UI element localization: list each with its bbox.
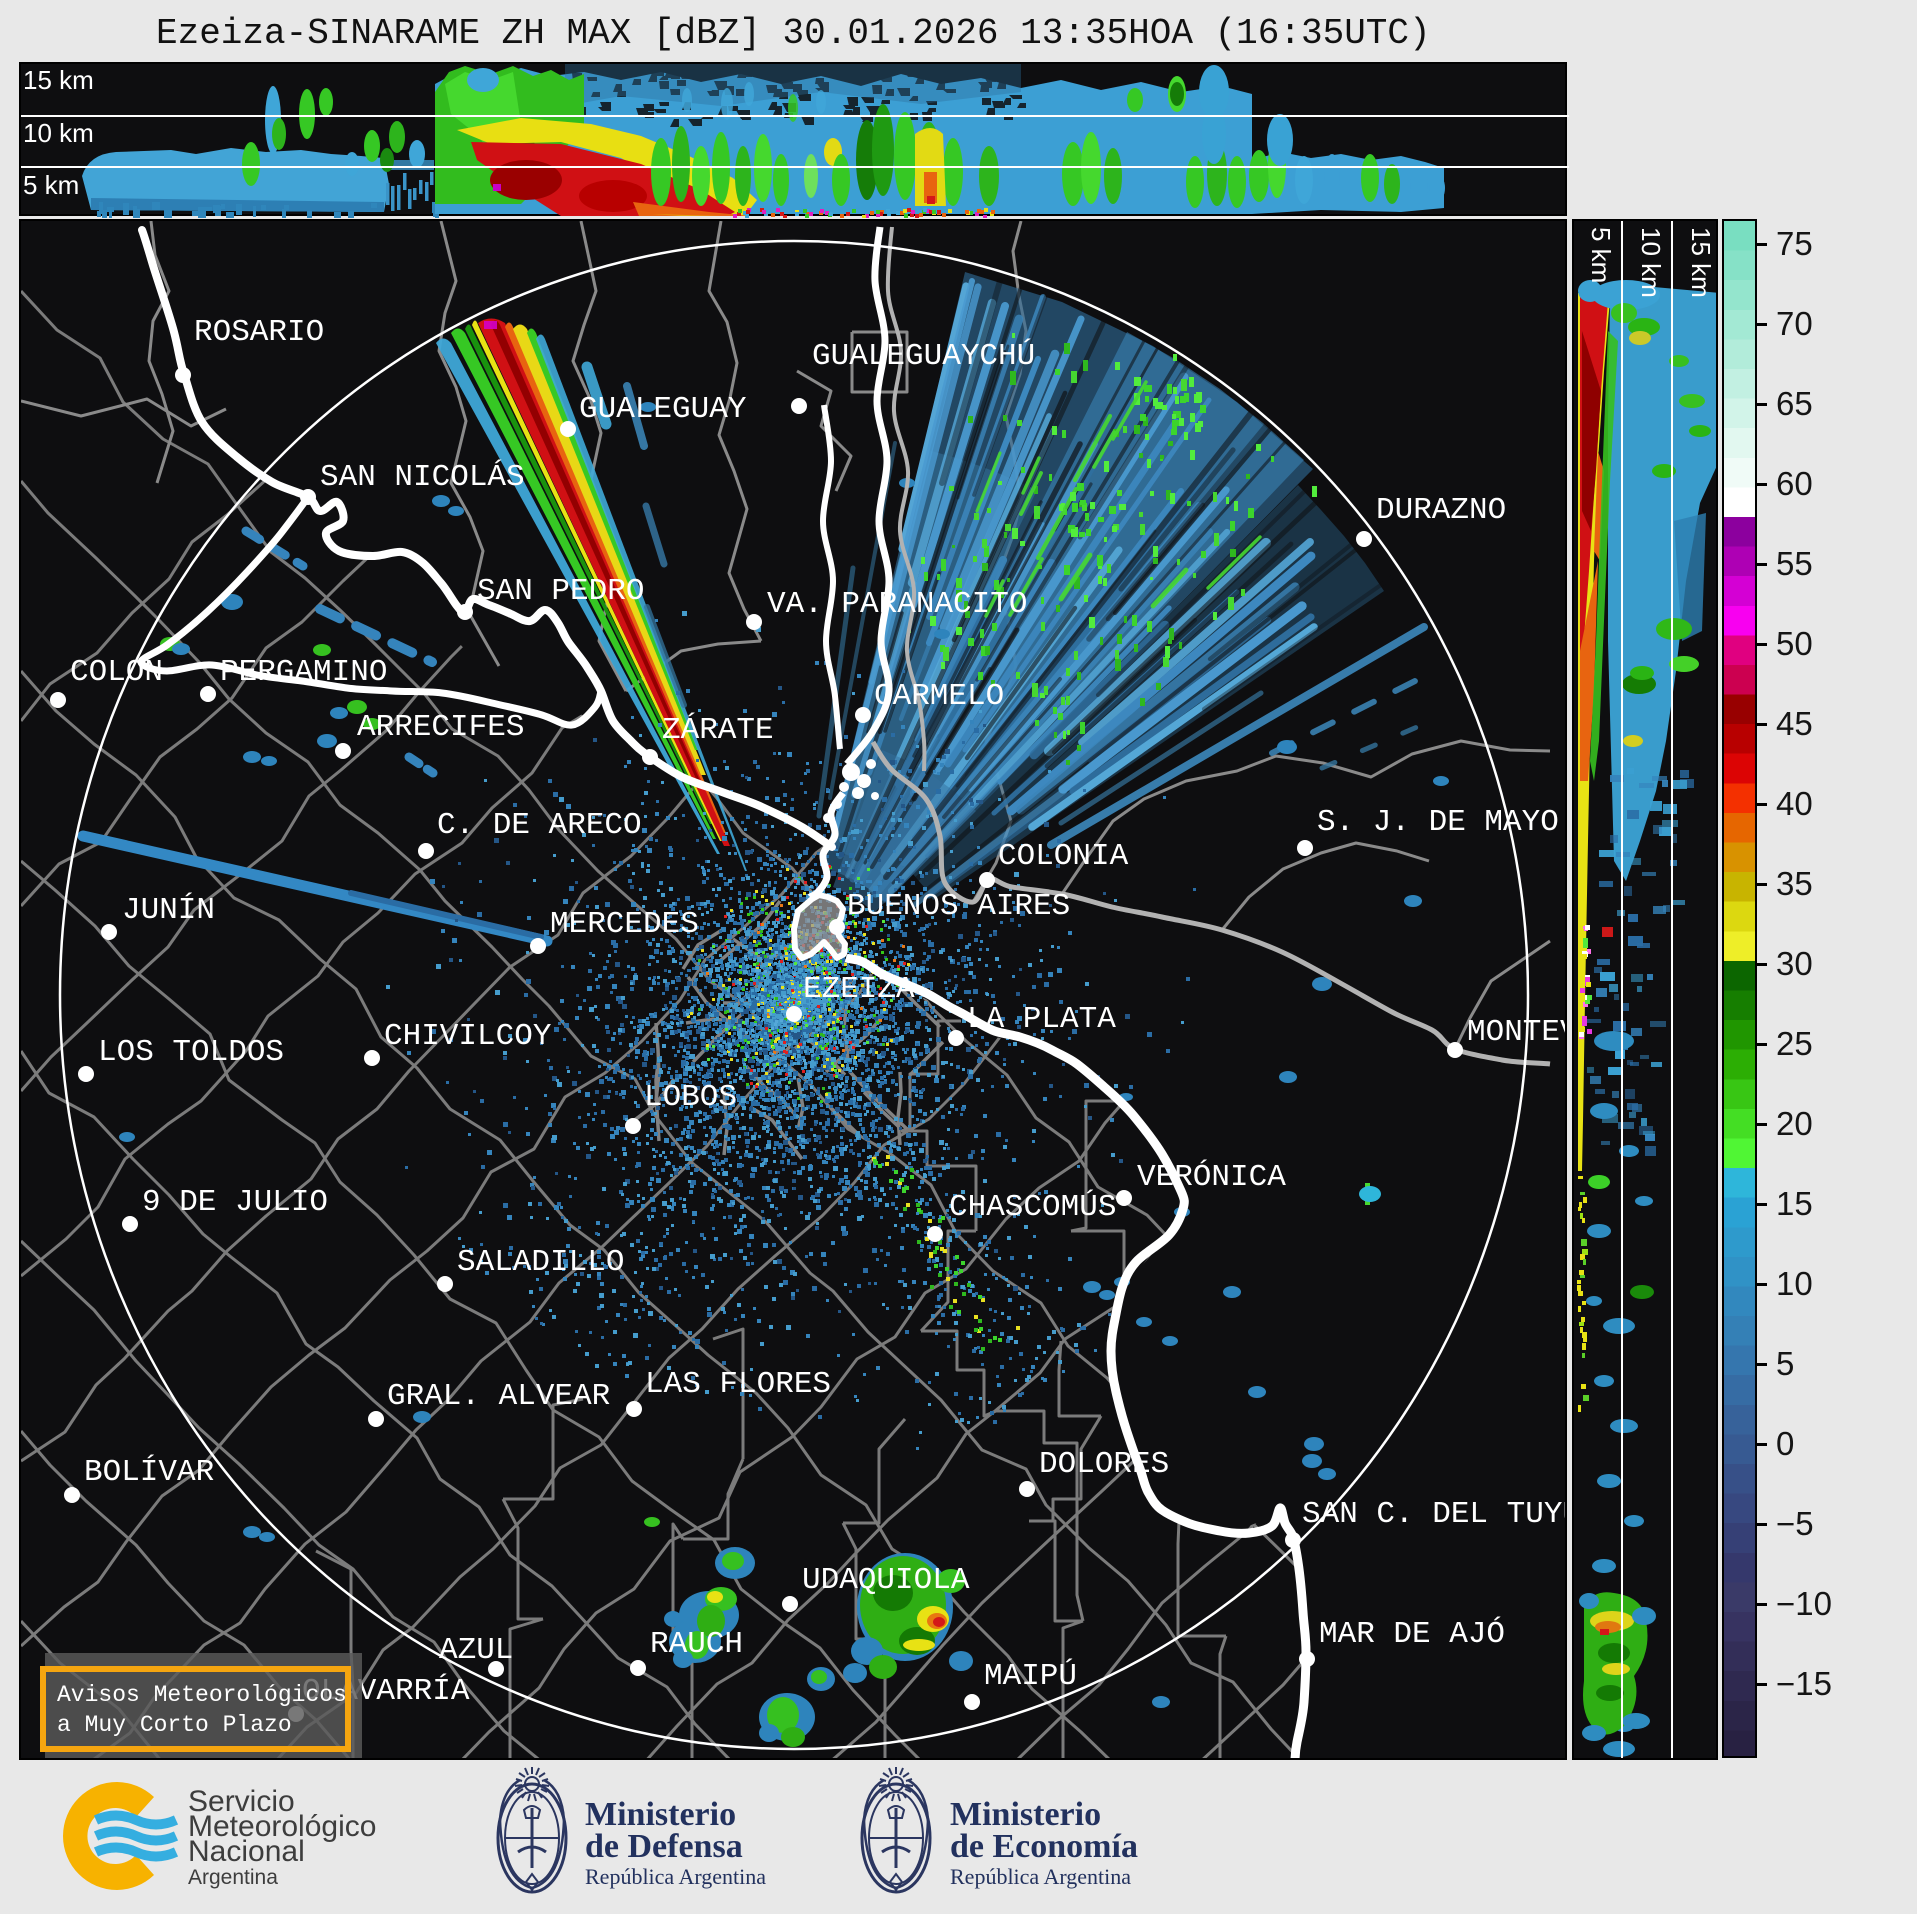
svg-text:LOS TOLDOS: LOS TOLDOS	[98, 1035, 284, 1070]
svg-text:VA. PARANACITO: VA. PARANACITO	[767, 587, 1027, 622]
svg-text:Ministerio: Ministerio	[950, 1796, 1101, 1833]
svg-text:GUALEGUAYCHÚ: GUALEGUAYCHÚ	[812, 337, 1035, 374]
svg-text:Argentina: Argentina	[188, 1866, 278, 1889]
svg-text:COLONIA: COLONIA	[998, 839, 1129, 874]
svg-text:LAS FLORES: LAS FLORES	[645, 1367, 831, 1402]
svg-text:de Defensa: de Defensa	[585, 1828, 743, 1865]
svg-text:ZÁRATE: ZÁRATE	[662, 711, 774, 748]
svg-text:ROSARIO: ROSARIO	[194, 315, 324, 350]
svg-text:GRAL. ALVEAR: GRAL. ALVEAR	[387, 1379, 610, 1414]
svg-text:Nacional: Nacional	[188, 1835, 305, 1868]
svg-text:República Argentina: República Argentina	[950, 1864, 1131, 1889]
svg-text:Meteorológico: Meteorológico	[188, 1810, 376, 1843]
svg-text:de Economía: de Economía	[950, 1828, 1138, 1865]
svg-text:MERCEDES: MERCEDES	[550, 907, 699, 942]
svg-text:JUNÍN: JUNÍN	[122, 891, 215, 928]
svg-text:MONTEVIDEO: MONTEVIDEO	[1467, 1015, 1567, 1050]
svg-text:BUENOS AIRES: BUENOS AIRES	[847, 889, 1070, 924]
svg-text:República Argentina: República Argentina	[585, 1864, 766, 1889]
svg-text:DOLORES: DOLORES	[1039, 1447, 1169, 1482]
svg-text:COLON: COLON	[70, 655, 163, 690]
svg-text:MAR DE AJÓ: MAR DE AJÓ	[1319, 1615, 1505, 1652]
svg-text:SALADILLO: SALADILLO	[457, 1245, 624, 1280]
svg-text:PERGAMINO: PERGAMINO	[220, 655, 387, 690]
svg-text:AZUL: AZUL	[439, 1633, 513, 1668]
svg-text:BOLÍVAR: BOLÍVAR	[84, 1453, 214, 1490]
svg-text:S. J. DE MAYO: S. J. DE MAYO	[1317, 805, 1559, 840]
svg-text:LA PLATA: LA PLATA	[967, 1002, 1116, 1037]
svg-text:CHASCOMÚS: CHASCOMÚS	[949, 1188, 1116, 1225]
svg-text:VERÓNICA: VERÓNICA	[1137, 1158, 1286, 1195]
svg-text:SAN NICOLÁS: SAN NICOLÁS	[320, 458, 525, 495]
svg-text:9 DE JULIO: 9 DE JULIO	[142, 1185, 328, 1220]
svg-text:ARRECIFES: ARRECIFES	[357, 710, 524, 745]
svg-text:MAIPÚ: MAIPÚ	[984, 1657, 1077, 1694]
svg-text:EZEIZA: EZEIZA	[803, 972, 915, 1007]
svg-text:Avisos Meteorológicos: Avisos Meteorológicos	[57, 1682, 347, 1708]
svg-text:C. DE ARECO: C. DE ARECO	[437, 808, 642, 843]
svg-text:RAUCH: RAUCH	[650, 1627, 743, 1662]
svg-text:CHIVILCOY: CHIVILCOY	[384, 1019, 552, 1054]
svg-text:CARMELO: CARMELO	[874, 679, 1004, 714]
svg-text:Servicio: Servicio	[188, 1785, 295, 1818]
svg-text:GUALEGUAY: GUALEGUAY	[579, 392, 747, 427]
svg-text:a Muy Corto Plazo: a Muy Corto Plazo	[57, 1712, 292, 1738]
svg-text:LOBOS: LOBOS	[644, 1080, 737, 1115]
svg-text:SAN PEDRO: SAN PEDRO	[477, 574, 644, 609]
svg-text:UDAQUIOLA: UDAQUIOLA	[802, 1563, 970, 1598]
svg-text:SAN C. DEL TUYÚ: SAN C. DEL TUYÚ	[1302, 1495, 1567, 1532]
svg-text:DURAZNO: DURAZNO	[1376, 493, 1506, 528]
svg-text:Ministerio: Ministerio	[585, 1796, 736, 1833]
